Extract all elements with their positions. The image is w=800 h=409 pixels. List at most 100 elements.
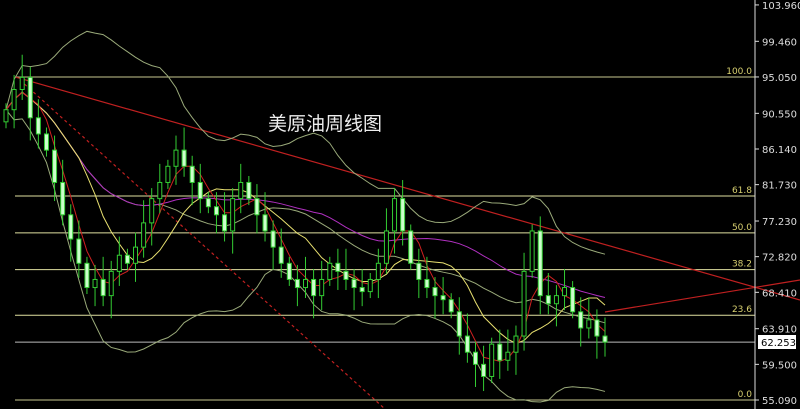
- candle-body: [116, 254, 122, 272]
- y-tick-label: 55.090: [762, 396, 797, 407]
- candle-body: [35, 117, 41, 135]
- candle-body: [303, 278, 308, 289]
- current-price-box: [758, 335, 796, 349]
- candle-body: [529, 230, 535, 272]
- candle-body: [100, 278, 106, 297]
- y-tick-label: 77.230: [762, 217, 797, 228]
- y-tick-label: 86.140: [762, 145, 797, 156]
- candle-body: [213, 206, 219, 216]
- y-tick-label: 63.910: [762, 325, 797, 336]
- candle-body: [392, 198, 398, 232]
- candle-body: [149, 198, 155, 224]
- candle-body: [181, 149, 187, 167]
- candle-body: [92, 278, 98, 289]
- candle-body: [238, 181, 244, 200]
- y-tick-label: 103.960: [762, 1, 800, 12]
- candle-body: [165, 165, 171, 183]
- candle-body: [343, 270, 349, 280]
- candle-body: [375, 262, 381, 280]
- candle-body: [594, 319, 600, 337]
- candle-body: [440, 295, 446, 301]
- candle-body: [262, 214, 268, 232]
- candle-body: [19, 76, 25, 90]
- candle-body: [570, 287, 576, 313]
- y-tick-label: 95.050: [762, 73, 797, 84]
- ma-long-line: [5, 91, 606, 298]
- candle-body: [578, 311, 584, 329]
- candle-body: [108, 270, 114, 297]
- candle-body: [553, 295, 559, 305]
- candle-body: [505, 351, 511, 361]
- candle-body: [270, 230, 276, 248]
- candle-body: [246, 181, 252, 200]
- candle-body: [367, 278, 373, 293]
- bollinger-lower: [5, 109, 606, 403]
- candle-body: [205, 198, 211, 208]
- y-tick-label: 81.730: [762, 181, 797, 192]
- candle-body: [481, 363, 487, 377]
- candle-body: [43, 133, 49, 151]
- candles: [3, 54, 608, 392]
- candle-body: [27, 76, 33, 119]
- chart-title: 美原油周线图: [268, 113, 382, 135]
- candle-body: [416, 262, 422, 280]
- support-trendline: [604, 279, 800, 313]
- candle-body: [586, 319, 592, 329]
- candle-body: [351, 278, 357, 289]
- candle-body: [197, 181, 203, 200]
- candle-body: [230, 198, 236, 232]
- fib-label: 100.0: [726, 67, 752, 77]
- y-tick-label: 68.410: [762, 288, 797, 299]
- candle-body: [76, 238, 82, 264]
- ma-mid-line: [5, 91, 606, 344]
- fib-label: 61.8: [732, 186, 752, 196]
- candle-body: [545, 295, 551, 305]
- candle-body: [400, 198, 406, 232]
- candle-body: [335, 262, 341, 272]
- candle-body: [602, 335, 608, 343]
- resistance-trendline: [14, 76, 800, 301]
- candle-body: [11, 88, 17, 111]
- candle-body: [424, 278, 430, 289]
- candle-body: [133, 246, 139, 264]
- candle-body: [84, 262, 90, 289]
- candle-body: [464, 335, 470, 353]
- candle-body: [254, 198, 260, 216]
- candle-body: [278, 246, 284, 264]
- candle-body: [497, 343, 503, 361]
- fib-label: 38.2: [732, 260, 752, 270]
- candle-body: [513, 335, 519, 353]
- y-tick-label: 59.500: [762, 360, 797, 371]
- candle-body: [448, 299, 454, 313]
- candle-body: [521, 270, 527, 337]
- candle-body: [3, 109, 9, 123]
- fib-label: 23.6: [732, 305, 752, 315]
- y-tick-label: 72.820: [762, 253, 797, 264]
- candle-body: [124, 254, 130, 264]
- candle-body: [294, 278, 300, 289]
- candle-body: [562, 287, 568, 297]
- candle-body: [189, 165, 195, 183]
- current-price-label: 62.253: [761, 338, 796, 349]
- fib-label: 0.0: [738, 390, 753, 400]
- y-tick-label: 90.550: [762, 109, 797, 120]
- candle-body: [408, 230, 414, 264]
- candle-body: [359, 287, 365, 293]
- y-axis-ticks: 103.960 99.460 95.050 90.550 86.140 81.730 77.…: [755, 1, 800, 407]
- candle-body: [311, 278, 317, 297]
- candle-body: [456, 311, 462, 337]
- candle-body: [537, 230, 543, 297]
- candle-body: [60, 181, 66, 216]
- candle-body: [472, 351, 478, 365]
- candle-body: [157, 181, 163, 200]
- candle-body: [68, 214, 74, 240]
- candle-body: [383, 230, 389, 264]
- candle-body: [52, 149, 58, 183]
- trendlines: [14, 76, 800, 409]
- candle-body: [286, 262, 292, 280]
- candle-body: [173, 149, 179, 167]
- candle-body: [327, 262, 333, 280]
- candle-body: [222, 214, 228, 232]
